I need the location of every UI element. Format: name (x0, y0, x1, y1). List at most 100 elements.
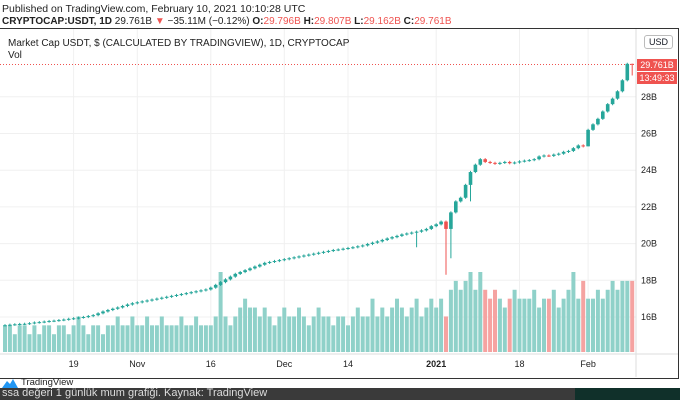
x-tick-label: 18 (514, 359, 524, 369)
candle-body (449, 212, 453, 229)
candle-body (346, 248, 350, 250)
candle-body (356, 246, 360, 248)
volume-bar (448, 289, 453, 352)
volume-bar (218, 272, 223, 352)
candle-body (458, 197, 463, 202)
candle-body (47, 321, 51, 323)
candle-body (150, 299, 154, 301)
close-label: C: (403, 16, 415, 27)
volume-bar (473, 289, 478, 352)
candle-body (596, 118, 600, 125)
volume-bar (395, 298, 399, 352)
candle-body (522, 160, 527, 162)
volume-bar (576, 298, 581, 352)
open-label: O: (252, 16, 264, 27)
candle-body (174, 294, 179, 296)
volume-bar (292, 316, 297, 352)
volume-bar (81, 325, 86, 352)
candle-body (517, 161, 522, 163)
candle-body (576, 145, 581, 149)
volume-bar (542, 298, 546, 352)
candle-body (615, 91, 620, 99)
volume-bar (561, 298, 566, 352)
y-tick-label: 20B (641, 239, 657, 249)
candle-body (414, 231, 419, 233)
volume-bar (404, 316, 409, 352)
candle-body (321, 251, 326, 253)
volume-bar (42, 325, 47, 352)
volume-bar (164, 325, 169, 352)
candle-body (409, 232, 414, 234)
volume-bar (620, 280, 625, 352)
volume-bar (497, 298, 502, 352)
candle-body (282, 259, 287, 261)
candle-body (586, 129, 590, 147)
candle-body (591, 124, 595, 130)
candle-body (547, 155, 551, 157)
volume-bar (76, 316, 81, 352)
volume-bar (22, 325, 27, 352)
candle-body (42, 321, 46, 323)
candle-body (267, 261, 272, 263)
candle-body (130, 303, 135, 305)
x-tick-label: 19 (69, 359, 79, 369)
tradingview-logo-icon (2, 378, 18, 388)
volume-bar (326, 316, 331, 352)
volume-bar (150, 325, 154, 352)
candle-body (184, 293, 189, 295)
volume-bar (571, 272, 576, 352)
candle-body (478, 159, 483, 165)
candle-body (620, 80, 625, 92)
volume-bar (468, 272, 473, 352)
candle-body (527, 160, 532, 162)
volume-bar (625, 280, 630, 352)
volume-bar (184, 325, 189, 352)
volume-bar (434, 307, 439, 352)
low-label: L: (354, 16, 364, 27)
chart-frame[interactable] (0, 28, 679, 379)
chart-legend-title: Market Cap USDT, $ (CALCULATED BY TRADIN… (8, 38, 350, 49)
candle-body (454, 201, 458, 213)
volume-bar (115, 316, 120, 352)
volume-bar (105, 325, 110, 352)
published-line: Published on TradingView.com, February 1… (2, 3, 306, 15)
volume-bar (199, 325, 203, 352)
volume-bar (316, 307, 321, 352)
volume-bar (512, 289, 517, 352)
volume-bar (135, 325, 140, 352)
candle-body (331, 250, 336, 252)
currency-button[interactable]: USD (644, 35, 674, 49)
volume-bar (439, 298, 444, 352)
candle-body (253, 266, 257, 269)
candle-body (503, 161, 507, 163)
candle-body (488, 161, 492, 163)
candle-body (390, 237, 394, 239)
candle-body (552, 154, 556, 156)
candle-body (571, 148, 576, 151)
caption-text: ssa değeri 1 günlük mum grafiği. Kaynak:… (2, 388, 268, 399)
volume-bar (213, 316, 218, 352)
candle-body (106, 310, 110, 312)
volume-bar (419, 316, 424, 352)
volume-bar (409, 307, 414, 352)
volume-bar (86, 334, 91, 352)
candle-body (473, 164, 478, 173)
volume-bar (52, 334, 56, 352)
volume-bar (203, 325, 208, 352)
volume-bar (502, 307, 507, 352)
candle-body (630, 63, 634, 65)
candle-body (120, 305, 125, 308)
volume-bar (346, 325, 350, 352)
candle-body (238, 272, 242, 274)
tradingview-logo[interactable]: TradingView (2, 377, 73, 388)
high-value: 29.807B (314, 16, 352, 27)
candle-body (71, 318, 76, 320)
volume-bar (546, 298, 551, 352)
down-arrow-icon: ▼ (154, 16, 165, 27)
volume-bar (444, 316, 448, 352)
candle-body (52, 320, 56, 322)
volume-bar (453, 280, 458, 352)
volume-bar (130, 316, 135, 352)
volume-bar (537, 307, 542, 352)
